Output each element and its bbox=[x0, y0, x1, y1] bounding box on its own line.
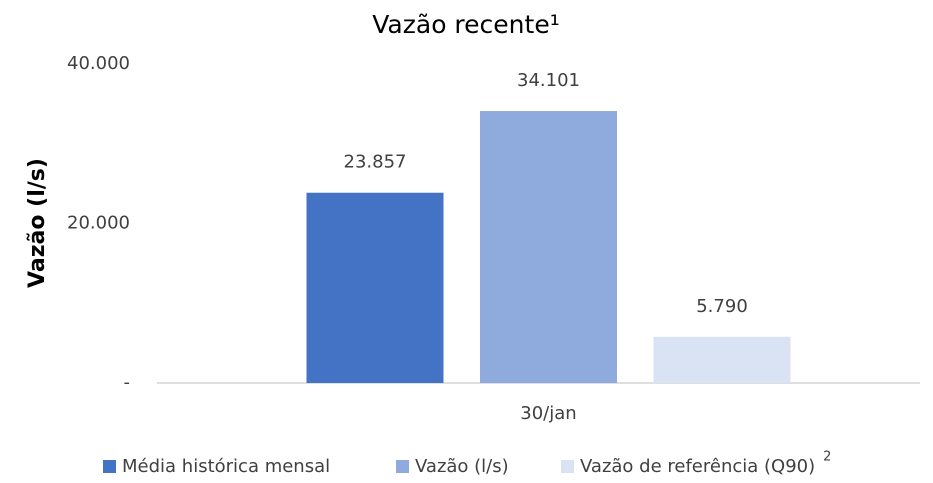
y-tick-label: - bbox=[124, 372, 131, 393]
x-tick-label: 30/jan bbox=[520, 403, 576, 424]
legend-swatch bbox=[103, 460, 116, 473]
bar bbox=[480, 111, 617, 383]
bar bbox=[306, 192, 444, 383]
legend-swatch bbox=[561, 460, 574, 473]
legend-label: Vazão (l/s) bbox=[415, 456, 509, 477]
value-label: 23.857 bbox=[344, 152, 407, 173]
legend-label: Média histórica mensal bbox=[122, 456, 330, 477]
bar bbox=[653, 336, 791, 383]
value-label: 5.790 bbox=[696, 296, 748, 317]
y-tick-label: 40.000 bbox=[67, 53, 130, 74]
y-axis-label: Vazão (l/s) bbox=[25, 158, 50, 288]
value-label: 34.101 bbox=[517, 70, 580, 91]
legend-note: 2 bbox=[823, 450, 831, 465]
chart-title: Vazão recente¹ bbox=[372, 10, 559, 39]
legend-label: Vazão de referência (Q90) bbox=[580, 456, 815, 477]
y-tick-label: 20.000 bbox=[67, 213, 130, 234]
legend-swatch bbox=[396, 460, 409, 473]
